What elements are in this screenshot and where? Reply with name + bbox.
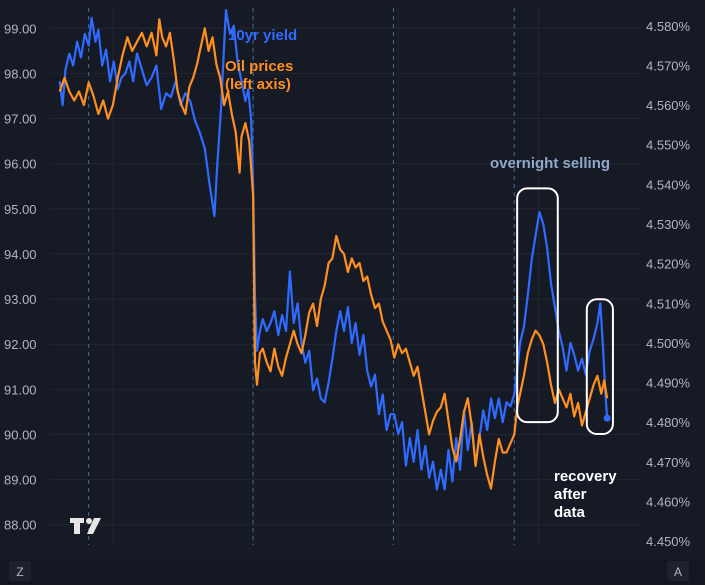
recovery-box (585, 298, 614, 436)
left-tick-label-6: 93.00 (4, 292, 37, 307)
legend-entry-oil-line-1: (left axis) (225, 76, 291, 93)
highlight-boxes (516, 187, 614, 436)
left-tick-label-10: 89.00 (4, 473, 37, 488)
series-line-1 (58, 18, 609, 490)
left-tick-label-0: 99.00 (4, 21, 37, 36)
left-tick-label-11: 88.00 (4, 518, 37, 533)
right-tick-label-11: 4.470% (646, 455, 691, 470)
tradingview-logo (70, 518, 101, 534)
left-tick-label-3: 96.00 (4, 157, 37, 172)
right-tick-label-3: 4.550% (646, 138, 691, 153)
series-end-dot-0 (603, 414, 611, 422)
annotation-recovery-line-2: data (554, 504, 586, 521)
series-line-0 (58, 8, 609, 491)
left-tick-label-4: 95.00 (4, 202, 37, 217)
right-tick-label-2: 4.560% (646, 98, 691, 113)
session-breaks (88, 8, 515, 545)
right-tick-label-0: 4.580% (646, 19, 691, 34)
footer-background (0, 559, 705, 585)
right-tick-label-6: 4.520% (646, 257, 691, 272)
legend: 10yr yield Oil prices(left axis) (225, 27, 297, 93)
auto-scale-button[interactable]: A (667, 561, 689, 581)
legend-entry-yield: 10yr yield (228, 27, 297, 44)
zoom-button-label: Z (16, 565, 23, 579)
right-tick-label-10: 4.480% (646, 415, 691, 430)
annotation-overnight: overnight selling (490, 155, 610, 172)
left-tick-label-5: 94.00 (4, 247, 37, 262)
right-tick-label-5: 4.530% (646, 217, 691, 232)
right-tick-label-1: 4.570% (646, 58, 691, 73)
right-tick-label-7: 4.510% (646, 296, 691, 311)
left-tick-label-7: 92.00 (4, 337, 37, 352)
right-tick-label-12: 4.460% (646, 494, 691, 509)
zoom-button[interactable]: Z (9, 561, 31, 581)
right-tick-label-8: 4.500% (646, 336, 691, 351)
annotation-recovery-line-1: after (554, 486, 587, 503)
annotation-recovery: recovery (554, 468, 617, 485)
right-tick-label-13: 4.450% (646, 534, 691, 549)
left-tick-label-9: 90.00 (4, 427, 37, 442)
left-tick-label-2: 97.00 (4, 112, 37, 127)
right-axis: 4.580% 4.570% 4.560% 4.550% 4.540% 4.530% 4.52… (646, 19, 691, 549)
right-tick-label-4: 4.540% (646, 177, 691, 192)
legend-entry-oil: Oil prices (225, 58, 293, 75)
footer-bar: Z A (0, 559, 705, 585)
overnight-box (516, 187, 559, 424)
left-tick-label-1: 98.00 (4, 66, 37, 81)
right-tick-label-9: 4.490% (646, 376, 691, 391)
left-tick-label-8: 91.00 (4, 382, 37, 397)
auto-scale-button-label: A (674, 565, 682, 579)
left-axis: 99.00 98.00 97.00 96.00 95.00 94.00 93.00 92.00… (4, 21, 37, 532)
series (58, 8, 611, 491)
